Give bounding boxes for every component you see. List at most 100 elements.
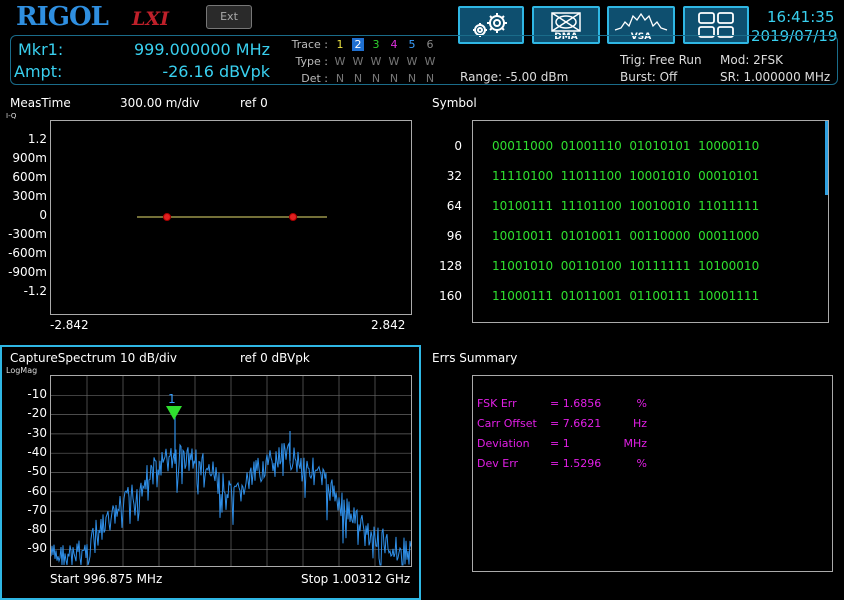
iq-point [163,213,171,221]
meastime-ytick: 0 [39,208,47,222]
ampt-label: Ampt: [14,62,63,81]
meastime-scale: 300.00 m/div [120,96,200,110]
spectrum-ytick: -70 [27,502,47,517]
status-bar [10,35,838,85]
meastime-ytick: 900m [12,151,47,165]
errs-table[interactable] [472,375,833,572]
trace-number-1[interactable]: 1 [336,38,344,51]
trace-type-1: W [334,55,346,68]
vsa-icon [614,12,668,31]
trace-number-3[interactable]: 3 [372,38,380,51]
meastime-ytick: -1.2 [23,284,47,298]
err-name: Dev Err [477,457,519,470]
symbol-row-values: 11110100 11011100 10001010 00010101 [492,169,760,183]
meastime-ytick: -300m [8,227,47,241]
meastime-plot[interactable] [50,120,412,315]
trace-type-3: W [370,55,382,68]
symbol-row-index: 0 [454,139,462,153]
grid-layout-icon [698,12,734,38]
det-label: Det : [301,72,328,85]
spectrum-scale: 10 dB/div [120,351,178,365]
symbol-row-values: 00011000 01001110 01010101 10000110 [492,139,760,153]
trace-number-5[interactable]: 5 [408,38,416,51]
spectrum-ytick: -10 [27,387,47,401]
meastime-corner: I-Q [6,112,17,120]
spectrum-ytick: -80 [27,522,47,537]
symbol-row-index: 160 [439,289,462,303]
err-value: = 1.5296 [550,457,602,470]
spectrum-plot[interactable] [50,375,412,567]
symbol-table[interactable] [472,120,829,323]
err-name: Carr Offset [477,417,537,430]
err-value: = 1 [550,437,570,450]
spectrum-stop: Stop 1.00312 GHz [301,572,411,586]
meastime-ytick: -600m [8,246,47,260]
symbol-row-index: 96 [446,229,462,243]
lxi-logo: LXI [132,8,169,30]
mod-text: Mod: 2FSK [720,53,783,67]
spectrum-ytick: -50 [27,464,47,479]
trace-number-6[interactable]: 6 [426,38,434,51]
ext-button[interactable]: Ext [206,5,252,29]
date-text: 2019/07/19 [751,27,838,45]
spectrum-panel[interactable] [0,345,421,600]
meastime-ref: ref 0 [240,96,268,110]
symbol-row-values: 10010011 01010011 00110000 00011000 [492,229,760,243]
err-unit: % [636,397,647,410]
spectrum-corner: LogMag [6,366,38,375]
err-unit: Hz [632,417,647,430]
symbol-row-values: 11000111 01011001 01100111 10001111 [492,289,760,303]
marker-triangle-icon[interactable] [166,406,182,420]
symbol-row-values: 11001010 00110100 10111111 10100010 [492,259,760,273]
gear-icon [473,13,507,37]
err-value: = 1.6856 [550,397,602,410]
err-name: Deviation [477,437,530,450]
spectrum-ref: ref 0 dBVpk [240,351,310,365]
vsa-label: VSA [630,32,652,42]
spectrum-ytick: -20 [27,406,47,421]
rigol-logo: RIGOL [16,2,109,32]
err-value: = 7.6621 [550,417,602,430]
spectrum-start: Start 996.875 MHz [50,572,163,586]
spectrum-ytick: -90 [27,541,47,556]
err-name: FSK Err [477,397,517,410]
meastime-xmax: 2.842 [371,318,406,332]
spectrum-ytick: -40 [27,444,47,459]
spectrum-title: CaptureSpectrum [10,351,116,365]
range-text: Range: -5.00 dBm [460,70,569,84]
meastime-ytick: 600m [12,170,47,184]
dma-label: DMA [554,32,578,42]
trace-det-6: N [425,72,435,85]
symbol-row-index: 32 [446,169,462,183]
meastime-xmin: -2.842 [50,318,89,332]
meastime-ytick: 300m [12,189,47,203]
type-label: Type : [295,55,328,68]
trace-det-1: N [335,72,345,85]
err-unit: % [636,457,647,470]
symbol-scrollbar[interactable] [825,121,828,195]
spectrum-ytick: -60 [27,483,47,498]
trace-number-2[interactable]: 2 [352,38,364,51]
symbol-row-index: 128 [439,259,462,273]
trace-det-3: N [371,72,381,85]
trace-label: Trace : [291,38,328,51]
trace-type-2: W [352,55,364,68]
errs-title: Errs Summary [432,351,518,365]
dma-button[interactable]: DMA [532,6,600,44]
trace-type-6: W [424,55,436,68]
trace-type-5: W [406,55,418,68]
trace-number-4[interactable]: 4 [390,38,398,51]
settings-button[interactable] [458,6,524,44]
marker-label: Mkr1: [18,40,64,59]
time-text: 16:41:35 [767,8,835,26]
marker-number: 1 [168,392,176,406]
vsa-button[interactable]: VSA [607,6,675,44]
trace-det-2: N [353,72,363,85]
marker-frequency[interactable]: 999.000000 MHz [133,40,270,59]
symbol-row-index: 64 [446,199,462,213]
layout-button[interactable] [683,6,749,44]
dma-icon [551,12,581,32]
burst-text: Burst: Off [620,70,678,84]
spectrum-ytick: -30 [27,425,47,440]
clock: 16:41:35 2019/07/19 [751,8,837,46]
